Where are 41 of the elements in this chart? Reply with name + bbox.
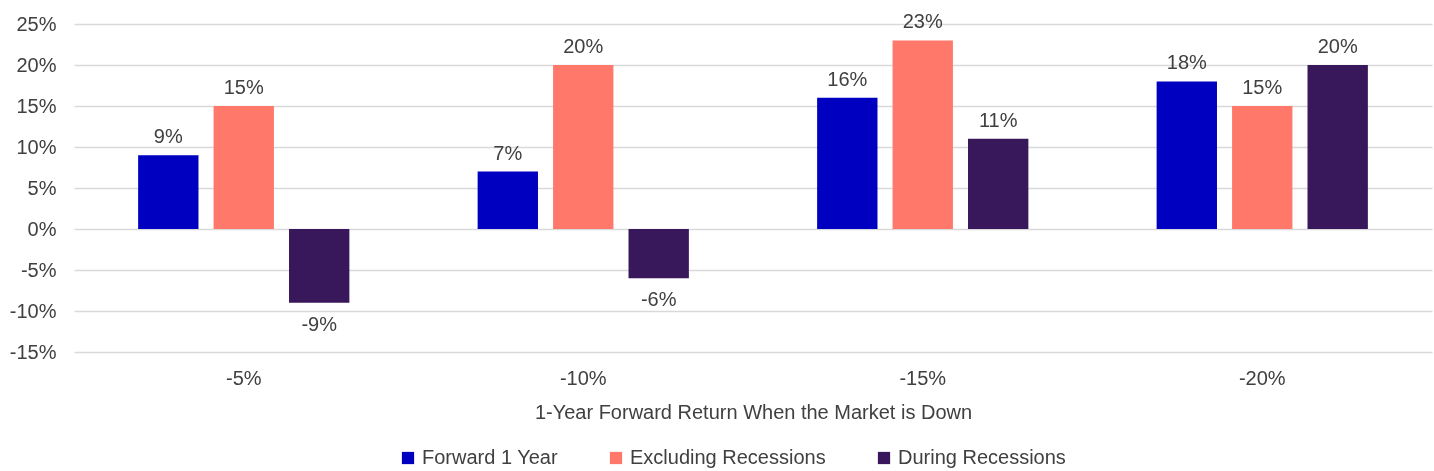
data-label: 16% xyxy=(827,67,868,90)
y-tick-label: 15% xyxy=(16,94,57,117)
bar xyxy=(138,155,199,229)
x-tick-label: -20% xyxy=(1238,366,1286,389)
data-label: 11% xyxy=(978,108,1018,131)
y-tick-label: 10% xyxy=(16,135,57,158)
x-tick-label: -10% xyxy=(559,366,607,389)
data-label: 18% xyxy=(1166,51,1208,74)
data-label: 23% xyxy=(902,10,943,33)
data-label: 7% xyxy=(493,141,523,164)
bar xyxy=(1307,65,1368,229)
x-tick-label: -5% xyxy=(225,366,262,389)
bar xyxy=(477,171,538,229)
legend-label: Forward 1 Year xyxy=(422,446,558,468)
bar xyxy=(968,138,1029,229)
bar xyxy=(289,229,350,303)
data-label: 20% xyxy=(1317,35,1358,57)
x-tick-label: -15% xyxy=(899,366,947,389)
y-tick-label: -10% xyxy=(9,299,57,322)
bar xyxy=(553,65,614,229)
bar xyxy=(213,106,274,229)
bar xyxy=(892,40,953,229)
data-label: 9% xyxy=(153,125,183,148)
bar xyxy=(628,229,689,279)
y-tick-label: 0% xyxy=(27,217,57,240)
y-tick-label: 25% xyxy=(16,12,57,35)
bar xyxy=(817,97,878,229)
data-label: -9% xyxy=(301,312,338,335)
y-tick-label: 5% xyxy=(27,176,57,199)
y-tick-label: 20% xyxy=(16,53,57,76)
data-label: 20% xyxy=(563,35,604,57)
legend-label: Excluding Recessions xyxy=(630,446,826,468)
x-axis-title: 1-Year Forward Return When the Market is Down xyxy=(534,400,973,423)
data-label: -6% xyxy=(640,288,677,311)
data-label: 15% xyxy=(223,76,264,98)
y-tick-label: -15% xyxy=(9,340,57,363)
legend-label: During Recessions xyxy=(898,446,1066,468)
bar xyxy=(1232,106,1293,229)
bar xyxy=(1156,81,1217,229)
y-tick-label: -5% xyxy=(20,258,57,281)
data-label: 15% xyxy=(1242,76,1283,98)
